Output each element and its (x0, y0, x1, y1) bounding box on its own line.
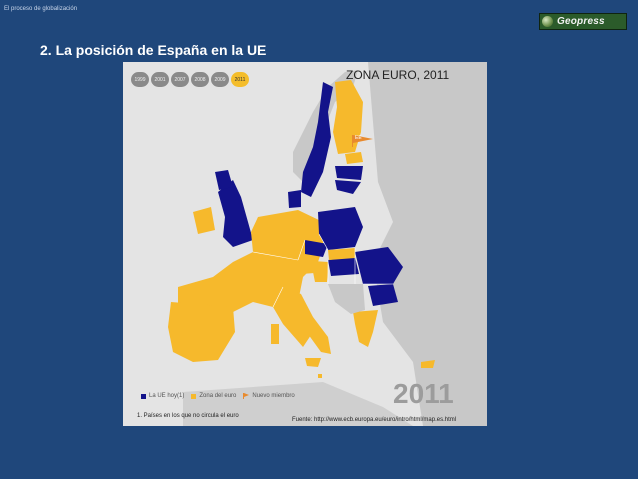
legend-eu-label: La UE hoy(1) (149, 393, 185, 399)
slovenia (313, 272, 328, 282)
sicily (305, 358, 321, 367)
lithuania (335, 180, 361, 194)
italy (283, 287, 331, 354)
source-link[interactable]: Fuente: http://www.ecb.europa.eu/euro/in… (292, 417, 457, 423)
map-borders (252, 233, 393, 308)
slovakia (328, 248, 355, 260)
romania (355, 247, 403, 284)
malta (318, 374, 322, 378)
globe-icon (542, 16, 553, 27)
logo-text: Geopress (557, 16, 605, 27)
new-member-marker: EE (350, 135, 380, 147)
year-button-2001[interactable]: 2001 (151, 72, 169, 87)
ireland (193, 207, 215, 234)
norway (293, 70, 358, 182)
estonia (345, 152, 363, 164)
austria (298, 260, 328, 274)
euro-zone-map: EE (123, 62, 487, 426)
geopress-logo: Geopress (539, 13, 627, 30)
year-button-2011[interactable]: 2011 (231, 72, 249, 87)
map-title: ZONA EURO, 2011 (346, 68, 450, 82)
scotland (215, 170, 233, 190)
member-tag: EE (355, 135, 362, 141)
year-button-1999[interactable]: 1999 (131, 72, 149, 87)
legend-new-label: Nuevo miembro (252, 393, 295, 399)
year-button-2008[interactable]: 2008 (191, 72, 209, 87)
sardinia (271, 324, 279, 344)
year-button-2009[interactable]: 2009 (211, 72, 229, 87)
footnote: 1. Países en los que no circula el euro (137, 413, 239, 419)
year-button-2007[interactable]: 2007 (171, 72, 189, 87)
map-legend: La UE hoy(1) Zona del euro Nuevo miembro (141, 393, 302, 399)
legend-euro: Zona del euro (191, 393, 236, 399)
non-eu-land (368, 62, 487, 426)
iberia (168, 302, 235, 362)
breadcrumb: El proceso de globalización (4, 6, 78, 12)
eu-swatch (141, 393, 146, 399)
big-year-label: 2011 (393, 378, 454, 409)
uk (218, 180, 253, 247)
bulgaria (368, 284, 398, 306)
hungary (328, 257, 359, 276)
balkans (328, 284, 365, 314)
flag-icon (243, 393, 250, 399)
czech (305, 240, 328, 257)
greece (353, 310, 378, 347)
legend-euro-label: Zona del euro (199, 393, 237, 399)
slide-title: 2. La posición de España en la UE (40, 42, 267, 58)
denmark (288, 190, 301, 208)
poland (318, 207, 363, 250)
north-africa (183, 382, 413, 426)
cyprus (421, 360, 435, 368)
sweden (301, 82, 333, 197)
map-graphic (168, 62, 487, 426)
legend-new-member: Nuevo miembro (243, 393, 295, 399)
euro-swatch (191, 393, 197, 399)
legend-eu: La UE hoy(1) (141, 393, 184, 399)
latvia (335, 166, 363, 180)
